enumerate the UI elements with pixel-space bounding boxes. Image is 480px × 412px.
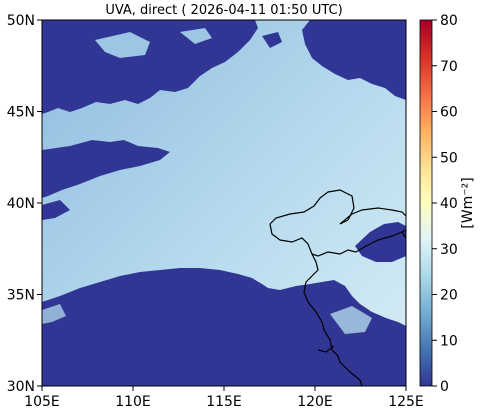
colorbar-tick-label: 50: [440, 150, 458, 166]
map-axes: 105E 110E 115E 120E 125E 30N 35N 40N 45N 50N: [7, 13, 424, 410]
map-panel: [42, 20, 406, 386]
colorbar: 0 10 20 30 40 50 60 70 80 [Wm⁻²]: [419, 13, 476, 395]
colorbar-tick-label: 20: [440, 288, 458, 304]
colorbar-tick-label: 70: [440, 59, 458, 75]
cloud-gap: [42, 304, 66, 324]
colorbar-axis: 0 10 20 30 40 50 60 70 80: [432, 13, 458, 395]
x-tick-label: 120E: [297, 394, 333, 410]
cloud-region-north-west: [42, 20, 258, 114]
cloud-patch: [262, 32, 282, 48]
coastline: [269, 223, 406, 257]
x-tick-label: 125E: [388, 394, 424, 410]
cloud-patch: [42, 200, 70, 220]
y-tick-label: 40N: [7, 196, 35, 212]
coastline: [269, 189, 406, 225]
coastline: [317, 345, 335, 353]
colorbar-tick-label: 0: [440, 379, 449, 395]
cloud-gap: [330, 306, 372, 334]
colorbar-tick-label: 40: [440, 196, 458, 212]
cloud-region-north-east: [302, 20, 406, 100]
y-tick-label: 50N: [7, 13, 35, 29]
coastline: [303, 253, 363, 386]
x-tick-label: 105E: [24, 394, 60, 410]
cloud-region-south: [42, 268, 406, 386]
y-tick-label: 35N: [7, 288, 35, 304]
coastline: [401, 231, 406, 239]
x-tick-label: 110E: [115, 394, 151, 410]
cloud-region-mid-west: [42, 140, 170, 198]
cloud-region-bohai: [355, 222, 406, 262]
colorbar-tick-label: 60: [440, 105, 458, 121]
colorbar-gradient: [419, 19, 433, 387]
y-tick-label: 45N: [7, 105, 35, 121]
cloud-patch: [180, 28, 212, 44]
map-title: UVA, direct ( 2026-04-11 01:50 UTC): [105, 3, 342, 18]
colorbar-tick-label: 80: [440, 13, 458, 29]
y-tick-label: 30N: [7, 379, 35, 395]
colorbar-tick-label: 30: [440, 242, 458, 258]
x-tick-label: 115E: [206, 394, 242, 410]
colorbar-tick-label: 10: [440, 333, 458, 349]
colorbar-unit-label: [Wm⁻²]: [460, 177, 476, 228]
cloud-gap: [95, 32, 150, 58]
